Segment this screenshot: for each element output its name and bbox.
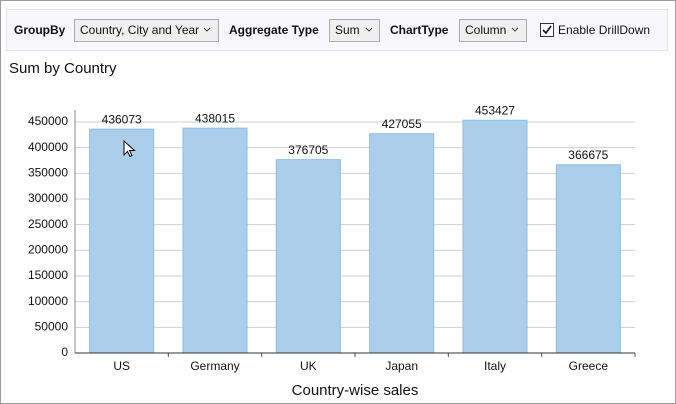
x-tick-label: Japan bbox=[385, 359, 418, 373]
dropdown-value[interactable]: Column bbox=[465, 23, 506, 37]
checkbox-mark[interactable] bbox=[542, 25, 552, 35]
bar bbox=[555, 164, 621, 354]
data-label: 436073 bbox=[102, 112, 142, 126]
y-tick-label: 450000 bbox=[28, 114, 68, 128]
dropdown-value[interactable]: Country, City and Year bbox=[80, 23, 199, 37]
dropdown-arrow[interactable] bbox=[511, 27, 519, 32]
dropdown[interactable]: Sum bbox=[329, 19, 380, 42]
y-tick-label: 200000 bbox=[28, 243, 68, 257]
bar bbox=[182, 127, 248, 354]
x-tick-label: Greece bbox=[569, 359, 609, 373]
dropdown-box[interactable] bbox=[74, 19, 219, 42]
data-label: 376705 bbox=[288, 143, 328, 157]
data-label: 453427 bbox=[475, 103, 515, 117]
x-tick-label: Germany bbox=[190, 359, 239, 373]
y-tick-label: 0 bbox=[61, 345, 68, 359]
dropdown[interactable]: Country, City and Year bbox=[74, 19, 219, 42]
data-label: 438015 bbox=[195, 111, 235, 125]
label: Aggregate Type bbox=[229, 23, 319, 37]
dropdown-box[interactable] bbox=[459, 19, 527, 42]
checkbox[interactable] bbox=[540, 23, 554, 37]
bar bbox=[369, 133, 435, 354]
dropdown-box[interactable] bbox=[329, 19, 380, 42]
bar bbox=[462, 119, 528, 354]
plot: 0 50000 100000 150000 200000 250000 300000 3500… bbox=[28, 103, 636, 373]
bar bbox=[275, 159, 341, 354]
y-tick-label: 400000 bbox=[28, 140, 68, 154]
label: ChartType bbox=[390, 23, 449, 37]
x-axis-label: Country-wise sales bbox=[292, 382, 419, 399]
chart-title: Sum by Country bbox=[9, 60, 117, 77]
data-label: 366675 bbox=[568, 148, 608, 162]
dropdown-value[interactable]: Sum bbox=[335, 23, 360, 37]
x-tick-label: US bbox=[113, 359, 130, 373]
y-tick-label: 250000 bbox=[28, 217, 68, 231]
y-tick-label: 50000 bbox=[35, 320, 69, 334]
y-tick-label: 350000 bbox=[28, 166, 68, 180]
y-tick-label: 150000 bbox=[28, 268, 68, 282]
dropdown-arrow[interactable] bbox=[203, 27, 211, 32]
bar bbox=[89, 128, 155, 354]
checkbox-label[interactable]: Enable DrillDown bbox=[558, 23, 650, 37]
y-tick-label: 300000 bbox=[28, 191, 68, 205]
label: GroupBy bbox=[14, 23, 66, 37]
mouse-cursor bbox=[123, 139, 136, 158]
x-tick-label: Italy bbox=[484, 359, 506, 373]
data-label: 427055 bbox=[382, 117, 422, 131]
y-tick-label: 100000 bbox=[28, 294, 68, 308]
dropdown[interactable]: Column bbox=[459, 19, 527, 42]
dropdown-arrow[interactable] bbox=[365, 27, 373, 32]
x-tick-label: UK bbox=[300, 359, 317, 373]
